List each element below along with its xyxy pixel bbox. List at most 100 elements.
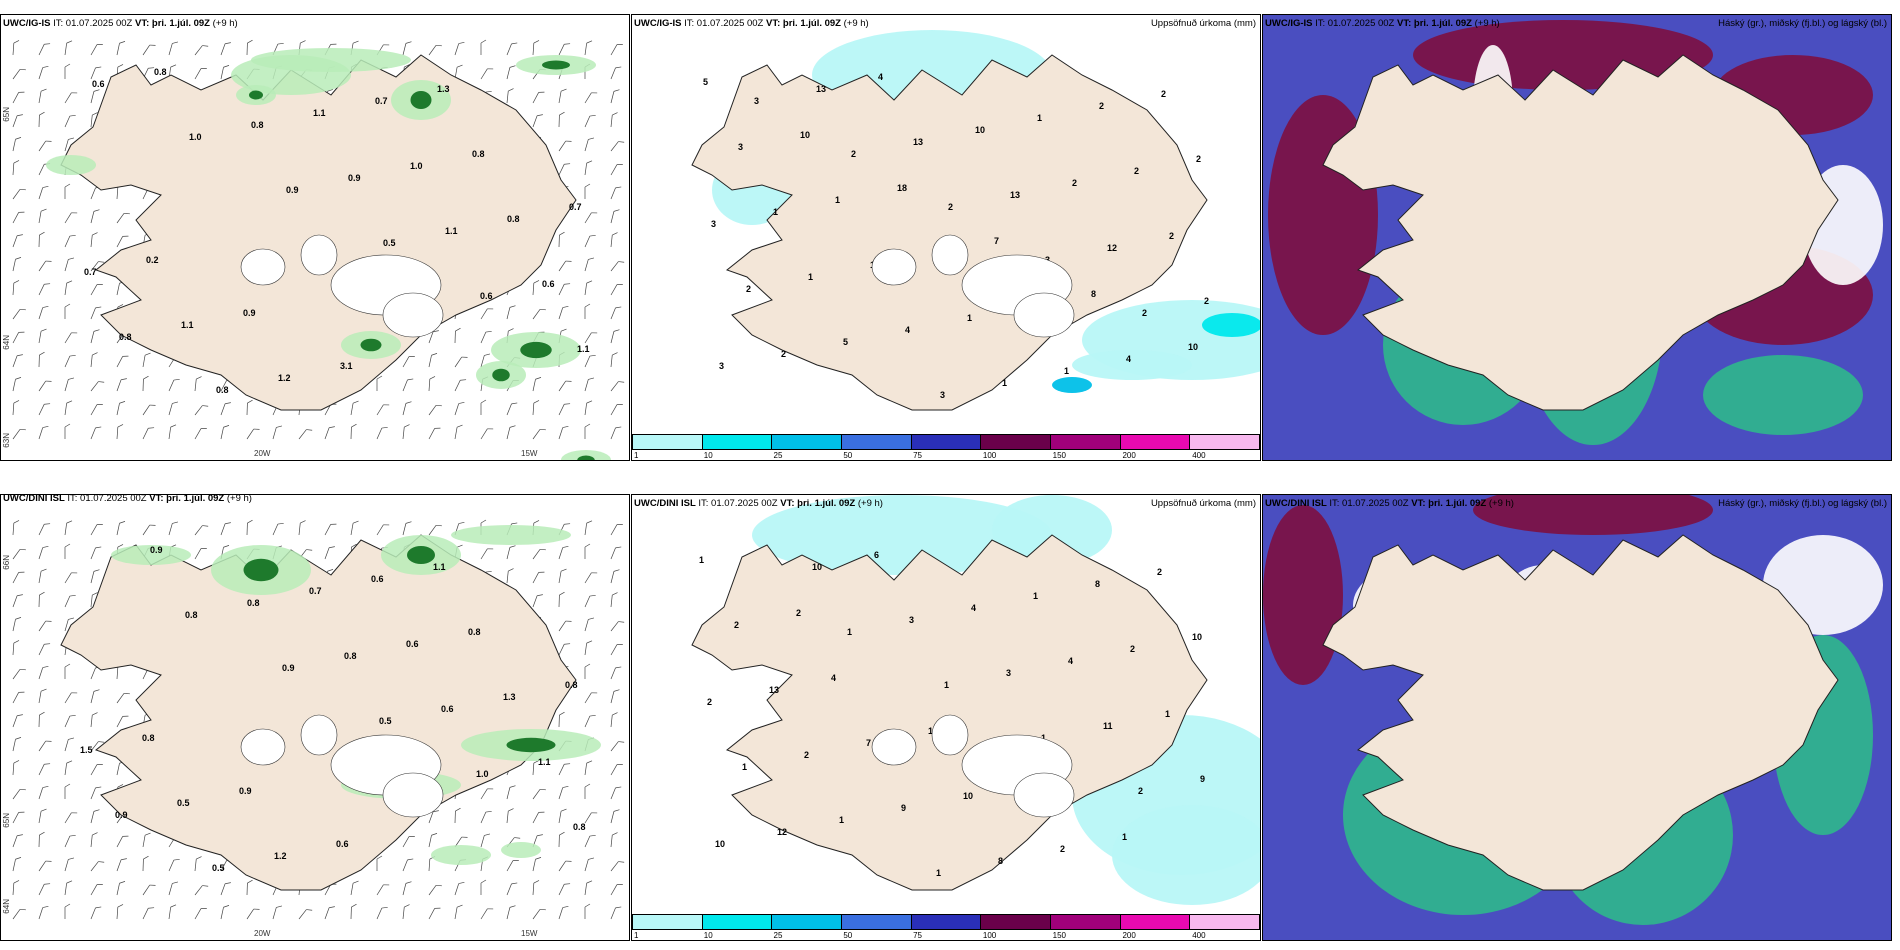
wind-barb: [12, 880, 20, 896]
wind-barb: [194, 45, 209, 56]
wind-barb: [402, 904, 410, 920]
value-label: 0.8: [573, 822, 586, 832]
wind-barb: [402, 356, 415, 368]
value-label: 1: [1165, 709, 1170, 719]
value-label: 0.8: [344, 651, 357, 661]
value-label: 10: [1192, 632, 1202, 642]
value-label: 0.6: [371, 574, 384, 584]
panel-header: UWC/DINI ISL IT: 01.07.2025 00Z VT: þri.…: [1265, 498, 1514, 509]
wind-barb: [428, 907, 441, 920]
wind-barb: [584, 880, 593, 896]
value-label: 0.9: [115, 810, 128, 820]
wind-barb: [558, 260, 572, 272]
wind-barb: [558, 425, 569, 440]
wind-barb: [116, 692, 130, 704]
value-label: 1: [1064, 366, 1069, 376]
value-label: 2: [1072, 178, 1077, 188]
wind-barb: [584, 377, 595, 392]
wind-barb: [506, 785, 516, 800]
wind-barb: [532, 40, 540, 56]
wind-barb: [558, 643, 571, 656]
value-label: 2: [1060, 844, 1065, 854]
wind-barb: [12, 114, 23, 128]
value-label: 1: [839, 815, 844, 825]
wind-barb: [220, 522, 231, 536]
colorbar-swatch: [1190, 435, 1260, 449]
value-label: 1.0: [189, 132, 202, 142]
wind-barb: [610, 261, 625, 272]
wind-barb: [558, 88, 567, 104]
wind-barb: [558, 620, 572, 632]
value-label: 1.1: [538, 757, 551, 767]
value-label: 0.8: [119, 332, 132, 342]
value-label: 1: [835, 195, 840, 205]
wind-barb: [64, 880, 73, 896]
value-label: 0.8: [142, 733, 155, 743]
wind-barb: [506, 568, 514, 584]
value-label: 1.1: [313, 108, 326, 118]
wind-barb: [90, 764, 103, 776]
wind-barb: [12, 788, 26, 800]
wind-barb: [584, 160, 593, 176]
value-label: 7: [866, 738, 871, 748]
wind-barb: [64, 332, 78, 344]
glacier: [300, 234, 338, 276]
lat-label: 64N: [2, 899, 11, 914]
wind-barb: [12, 520, 20, 536]
wind-barb: [64, 520, 73, 536]
wind-barb: [428, 833, 438, 848]
value-label: 3: [738, 142, 743, 152]
wind-barb: [558, 860, 572, 872]
value-label: 11: [1103, 721, 1113, 731]
value-label: 5: [703, 77, 708, 87]
wind-barb: [90, 741, 105, 752]
wind-barb: [454, 904, 463, 920]
wind-barb: [12, 548, 26, 560]
wind-barb: [402, 378, 414, 392]
colorbar-tick: 1: [634, 451, 639, 460]
wind-barb: [584, 257, 595, 272]
wind-barb: [324, 546, 335, 560]
wind-barb: [12, 137, 22, 152]
wind-barb: [480, 330, 492, 344]
glacier: [382, 772, 444, 818]
wind-barb: [272, 425, 283, 440]
value-label: 8: [1091, 289, 1096, 299]
wind-barb: [168, 424, 177, 440]
wind-barb: [454, 356, 468, 368]
precip-patch: [501, 842, 541, 858]
wind-barb: [194, 405, 209, 416]
wind-barb: [64, 377, 75, 392]
wind-barb: [402, 424, 410, 440]
wind-barb: [12, 160, 20, 176]
wind-barb: [64, 594, 76, 608]
colorbar-swatch: [702, 435, 773, 449]
wind-barb: [64, 63, 71, 79]
value-label: 9: [901, 803, 906, 813]
wind-map: 0.8 0.9 0.5 1.0 0.8 0.9 0.8 0.8 0.6 1.1 0.9 0.5 0.7 0…: [12, 519, 625, 920]
value-label: 0.6: [406, 639, 419, 649]
wind-barb: [90, 592, 98, 608]
colorbar-tick: 1: [634, 931, 639, 940]
wind-barb: [506, 88, 514, 104]
wind-barb: [350, 880, 359, 896]
wind-barb: [38, 831, 45, 848]
glacier: [240, 248, 286, 286]
colorbar-tick: 75: [913, 451, 923, 460]
wind-barb: [584, 280, 593, 296]
glacier: [871, 728, 917, 766]
lon-label: 20W: [254, 449, 271, 458]
lon-label: 15W: [521, 449, 538, 458]
value-label: 0.8: [565, 680, 578, 690]
wind-barb: [506, 808, 514, 824]
wind-barb: [506, 425, 516, 440]
glacier: [1013, 772, 1075, 818]
wind-barb: [64, 812, 78, 824]
wind-barb: [454, 881, 465, 896]
wind-barb: [584, 234, 596, 248]
wind-barb: [454, 424, 463, 440]
wind-barb: [610, 832, 618, 848]
lon-label: 15W: [521, 929, 538, 938]
wind-barb: [350, 903, 357, 920]
wind-barb: [480, 399, 487, 415]
